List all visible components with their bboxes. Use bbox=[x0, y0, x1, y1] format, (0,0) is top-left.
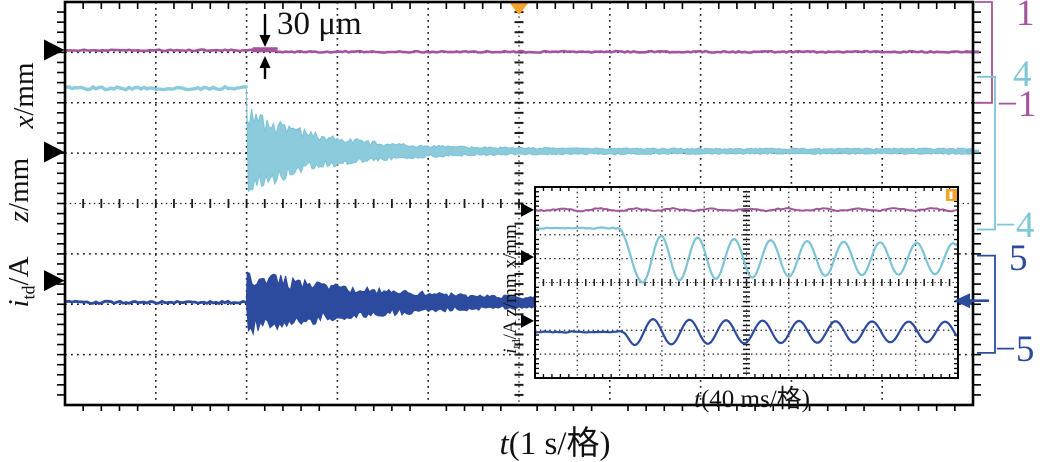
channel-label-z: z/mm bbox=[3, 157, 35, 223]
channel-marker-i bbox=[44, 270, 65, 292]
scale-x-min: −1 bbox=[997, 84, 1037, 125]
trace-z-inset bbox=[536, 226, 957, 284]
channel-label-x: x/mm bbox=[8, 62, 40, 129]
inset-plot bbox=[521, 186, 959, 379]
trace-x-main bbox=[66, 48, 255, 53]
scale-z-min: −4 bbox=[995, 205, 1035, 246]
channel-label-itd: itd/A bbox=[3, 256, 39, 308]
step-annotation: 30 μm bbox=[277, 6, 362, 42]
trace-z-baseline bbox=[65, 84, 249, 92]
scale-i-max: 5 bbox=[1009, 238, 1028, 279]
x-axis-label: t(1 s/格) bbox=[499, 426, 611, 462]
inset-x-axis-label: t(40 ms/格) bbox=[694, 386, 810, 413]
trigger-position-icon bbox=[509, 2, 529, 15]
inset-y-axis-label: itd/A z/mm x/mm bbox=[500, 224, 524, 354]
inset-channel-marker-x bbox=[521, 202, 534, 217]
scale-z-max: 4 bbox=[1013, 54, 1032, 95]
channel-marker-x bbox=[44, 39, 65, 61]
inset-channel-marker-z bbox=[521, 250, 534, 264]
scale-bracket-x bbox=[975, 1, 993, 104]
scale-bracket-z bbox=[977, 75, 996, 231]
inset-border-ticks bbox=[535, 187, 958, 378]
trace-i-inset bbox=[536, 317, 957, 347]
trace-x-inset bbox=[536, 206, 957, 213]
inset-channel-marker-i bbox=[521, 313, 534, 328]
channel-marker-z bbox=[44, 141, 65, 163]
step-arrows bbox=[259, 14, 271, 79]
main-plot-border bbox=[63, 0, 975, 407]
scale-bracket-i bbox=[977, 254, 996, 354]
inset-traces bbox=[536, 206, 957, 347]
scale-i-min: −5 bbox=[995, 329, 1035, 370]
scale-x-max: 1 bbox=[1016, 0, 1035, 34]
trace-i-baseline bbox=[65, 299, 247, 306]
i-right-level-arrow bbox=[954, 293, 989, 309]
